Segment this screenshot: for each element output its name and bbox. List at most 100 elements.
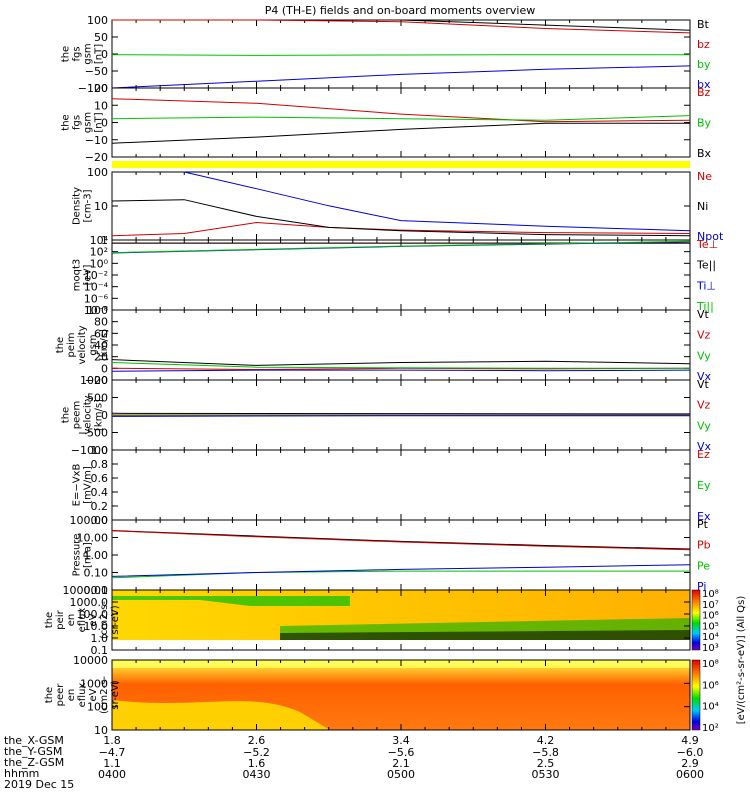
y-tick-label: −1000 bbox=[71, 444, 108, 457]
x-axis-value-x: 2.6 bbox=[248, 734, 266, 747]
legend-entry: Vt bbox=[697, 378, 710, 391]
y-tick-label: −100 bbox=[78, 82, 108, 95]
plot-title: P4 (TH-E) fields and on-board moments ov… bbox=[265, 4, 536, 17]
panel-frame bbox=[111, 519, 691, 591]
x-axis-value-y: −5.6 bbox=[388, 746, 415, 759]
legend-entry: Ti|| bbox=[696, 300, 714, 313]
legend-entry: bx bbox=[697, 78, 711, 91]
y-tick-label: 0 bbox=[101, 362, 108, 375]
y-axis-label: [nT] bbox=[94, 112, 105, 132]
y-tick-label: 100 bbox=[87, 701, 108, 714]
colorbar-tick-label: 10³ bbox=[702, 643, 719, 654]
colorbar-tick-label: 10⁵ bbox=[702, 621, 719, 632]
y-axis-label: velocity bbox=[83, 395, 94, 434]
series-line-pb bbox=[111, 530, 691, 551]
y-tick-label: 0.1 bbox=[91, 644, 109, 657]
x-axis-row-label: the_X-GSM bbox=[4, 734, 64, 747]
y-axis-label: fgs bbox=[72, 115, 83, 130]
y-axis-label: the bbox=[44, 612, 55, 628]
legend-entry: Te|| bbox=[696, 259, 716, 272]
colorbar-tick-label: 10⁴ bbox=[702, 632, 719, 643]
y-axis-label: sr-eV) bbox=[110, 605, 121, 634]
y-tick-label: 10² bbox=[90, 246, 108, 259]
panel-6: 1.00.80.60.40.20.0 E=−VxB [mV/m] Ez Ey Ex bbox=[72, 444, 711, 527]
x-axis-value-hhmm: 0530 bbox=[532, 768, 560, 781]
spectrogram-feature bbox=[280, 630, 690, 640]
y-tick-label: 100 bbox=[87, 14, 108, 27]
y-axis-label: eflux bbox=[77, 683, 88, 708]
legend-entry: Ex bbox=[697, 510, 711, 523]
y-axis-label: (cm2-s- bbox=[99, 601, 110, 639]
x-axis-value-hhmm: 0430 bbox=[243, 768, 271, 781]
legend-entry: Vt bbox=[697, 308, 710, 321]
y-tick-label: −50 bbox=[85, 65, 108, 78]
x-axis-value-y: −6.0 bbox=[677, 746, 704, 759]
x-axis-value-y: −5.8 bbox=[532, 746, 559, 759]
legend-entry: Pi bbox=[697, 580, 706, 593]
panel-1: 20 10 0 −10 −20 the fgs gsm [nT] Bz By Bx bbox=[61, 82, 712, 164]
y-tick-label: 100.0 bbox=[77, 608, 109, 621]
y-tick-label: 10 bbox=[94, 724, 108, 737]
legend-entry: Bz bbox=[697, 86, 711, 99]
legend-entry: Pe bbox=[697, 559, 710, 572]
y-axis-label: (cm2-s- bbox=[99, 676, 110, 714]
y-axis-label: [nT] bbox=[94, 44, 105, 64]
series-line-vy bbox=[111, 362, 690, 369]
y-axis-label: en bbox=[66, 689, 77, 702]
y-tick-label: 10⁻² bbox=[84, 269, 108, 282]
series-line-by bbox=[111, 54, 690, 56]
series-line-bz bbox=[112, 19, 691, 34]
y-axis-label: the bbox=[55, 337, 66, 353]
y-tick-label: 1000 bbox=[80, 374, 108, 387]
panel-0: 100 50 0 −50 −100 the fgs gsm [nT] Bt bz by bx bbox=[61, 14, 711, 95]
y-axis-label: peir bbox=[55, 609, 66, 629]
y-tick-label: 50 bbox=[94, 31, 108, 44]
y-tick-label: 60 bbox=[94, 327, 108, 340]
y-tick-label: 1.0 bbox=[91, 444, 109, 457]
y-tick-label: 40 bbox=[94, 339, 108, 352]
colorbar-tick-label: 10⁷ bbox=[702, 600, 719, 611]
y-axis-label: sr-eV) bbox=[110, 680, 121, 709]
y-tick-label: 1000 bbox=[80, 677, 108, 690]
y-tick-label: 0.01 bbox=[84, 584, 109, 597]
panel-5: 1000 500 0 −500 −1000 the peem velocity [km/s] Vt… bbox=[61, 374, 712, 457]
y-axis-label: eV bbox=[88, 613, 99, 626]
legend-entry: Vx bbox=[697, 370, 712, 383]
y-tick-label: 10⁻⁶ bbox=[84, 292, 109, 305]
series-line-ti bbox=[111, 240, 691, 254]
y-tick-label: 20 bbox=[94, 82, 108, 95]
y-tick-label: −10 bbox=[85, 134, 108, 147]
x-axis-row-label: 2019 Dec 15 bbox=[4, 778, 74, 791]
legend-entry: Ni bbox=[697, 200, 708, 213]
y-axis-label: gsm bbox=[83, 43, 94, 64]
y-tick-label: 10.0 bbox=[84, 620, 109, 633]
series-line-npot bbox=[184, 171, 691, 232]
y-axis-label: gsm bbox=[83, 112, 94, 133]
x-axis-value-y: −5.2 bbox=[243, 746, 270, 759]
colorbar-label: [eV/(cm²-s-sr-eV)] (All Qs) bbox=[736, 596, 747, 725]
y-tick-label: 0.4 bbox=[91, 486, 109, 499]
y-axis-label: E=−VxB bbox=[72, 464, 83, 507]
legend-entry: Vz bbox=[697, 329, 711, 342]
y-tick-label: 0.10 bbox=[84, 567, 109, 580]
colorbar-tick-label: 10⁸ bbox=[702, 659, 719, 670]
y-tick-label: 0.2 bbox=[91, 500, 109, 513]
y-tick-label: 0.0 bbox=[91, 514, 109, 527]
series-line-bx bbox=[111, 65, 691, 89]
series-line-by bbox=[111, 115, 691, 121]
y-tick-label: 100 bbox=[87, 166, 108, 179]
y-tick-label: −500 bbox=[78, 427, 108, 440]
x-axis-value-y: −4.7 bbox=[99, 746, 126, 759]
spectrogram-feature bbox=[112, 700, 330, 730]
colorbar-tick-label: 10⁶ bbox=[702, 611, 719, 622]
y-tick-label: 80 bbox=[94, 316, 108, 329]
series-line-bz bbox=[111, 98, 691, 123]
y-axis-label: [km/s] bbox=[99, 329, 110, 361]
y-tick-label: −20 bbox=[85, 374, 108, 387]
x-axis-value-hhmm: 0500 bbox=[387, 768, 415, 781]
x-axis-value-hhmm: 0600 bbox=[676, 768, 704, 781]
y-axis-label: fgs bbox=[72, 46, 83, 61]
